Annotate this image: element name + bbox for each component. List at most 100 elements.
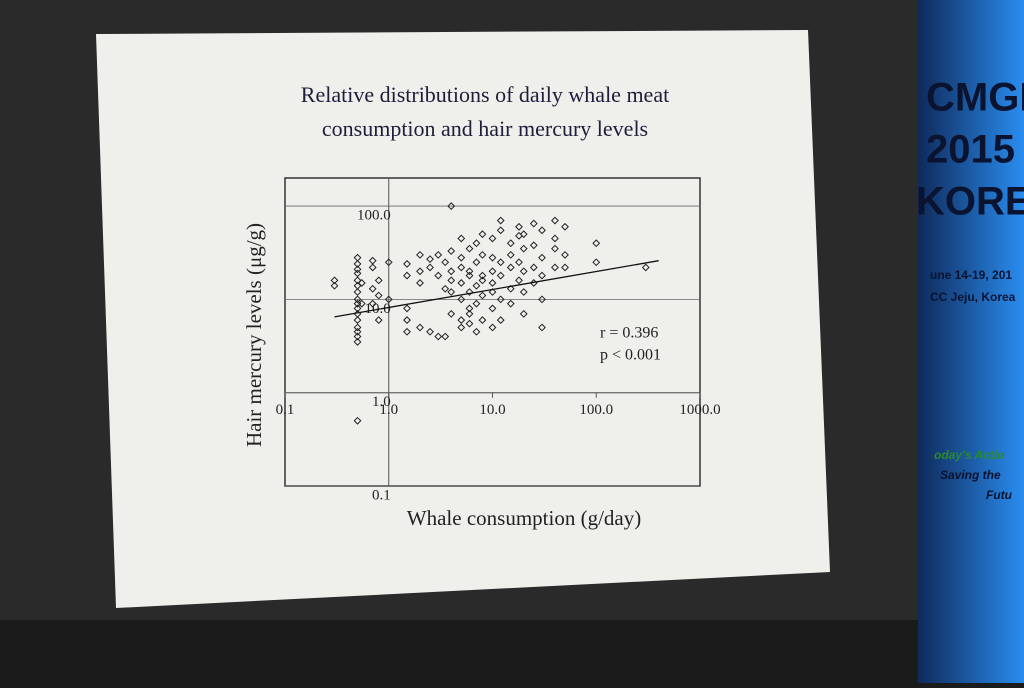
point <box>496 258 505 267</box>
point <box>465 319 474 328</box>
point <box>447 247 456 255</box>
point <box>457 316 466 324</box>
point <box>353 269 362 278</box>
point <box>416 279 424 287</box>
x-tick-label: 10.0 <box>479 402 505 418</box>
point <box>551 234 559 243</box>
banner-line: Saving the <box>940 468 1001 482</box>
point <box>374 276 383 285</box>
point <box>478 316 487 324</box>
y-tick-label: 100.0 <box>357 208 391 224</box>
point <box>529 263 538 272</box>
chart-title: Relative distributions of daily whale me… <box>300 82 670 141</box>
point <box>353 316 362 324</box>
point <box>465 304 474 313</box>
point <box>353 295 362 304</box>
annotation: p < 0.001 <box>600 347 661 364</box>
banner-line: 2015 <box>926 128 1015 172</box>
point <box>519 244 528 253</box>
point <box>441 284 450 293</box>
point <box>519 267 528 276</box>
point <box>374 316 383 324</box>
point <box>403 304 411 313</box>
point <box>506 299 515 308</box>
point <box>515 276 523 285</box>
point <box>357 279 366 287</box>
point <box>434 271 443 280</box>
point <box>374 291 383 300</box>
point <box>353 332 362 341</box>
title-box: Relative distributions of daily whale me… <box>300 82 670 141</box>
point <box>447 309 456 318</box>
point <box>592 258 601 267</box>
point <box>506 284 515 293</box>
point <box>515 222 523 231</box>
point <box>472 239 481 248</box>
point <box>457 279 466 287</box>
point <box>488 288 497 296</box>
banner-line: oday's Actio <box>934 448 1004 462</box>
point <box>447 267 456 276</box>
point <box>496 295 505 304</box>
point <box>457 295 466 304</box>
point <box>465 244 474 253</box>
x-tick-label: 1000.0 <box>679 402 720 418</box>
point <box>519 309 528 318</box>
point <box>496 316 505 324</box>
point <box>538 271 546 280</box>
banner-line: CMGF <box>926 76 1024 120</box>
point <box>506 263 515 272</box>
point <box>330 281 339 290</box>
point <box>496 226 505 235</box>
point <box>561 222 569 231</box>
point <box>403 271 411 280</box>
point <box>488 234 497 243</box>
x-axis-label: Whale consumption (g/day) <box>407 506 641 530</box>
y-tick-label: 0.1 <box>372 487 391 503</box>
point <box>426 263 434 272</box>
point <box>368 284 377 293</box>
point <box>447 202 456 210</box>
point <box>478 291 487 300</box>
point <box>478 230 487 239</box>
banner-line: KOREA <box>916 180 1024 224</box>
point <box>330 276 339 285</box>
point <box>465 271 474 280</box>
point <box>488 304 497 313</box>
point <box>353 416 362 425</box>
point <box>472 258 481 267</box>
point <box>551 216 559 225</box>
point <box>384 258 393 267</box>
point <box>426 255 434 264</box>
point <box>529 241 538 250</box>
point <box>441 258 450 267</box>
point <box>641 263 650 272</box>
point <box>488 253 497 262</box>
point <box>538 323 546 332</box>
point <box>472 299 481 308</box>
point <box>353 304 362 313</box>
point <box>457 253 466 262</box>
point <box>592 239 601 248</box>
point <box>353 327 362 336</box>
point <box>561 263 569 272</box>
point <box>353 276 362 285</box>
point <box>478 271 487 280</box>
point <box>416 323 424 332</box>
point <box>551 263 559 272</box>
point <box>465 267 474 276</box>
point <box>457 323 466 332</box>
point <box>472 327 481 336</box>
point <box>496 271 505 280</box>
point <box>434 250 443 259</box>
trend-line <box>334 260 659 318</box>
point <box>441 332 450 341</box>
point <box>465 309 474 318</box>
point <box>368 256 377 265</box>
point <box>496 216 505 225</box>
annotation: r = 0.396 <box>600 325 658 342</box>
x-tick-label: 1.0 <box>379 402 398 418</box>
point <box>426 327 434 336</box>
point <box>353 288 362 296</box>
